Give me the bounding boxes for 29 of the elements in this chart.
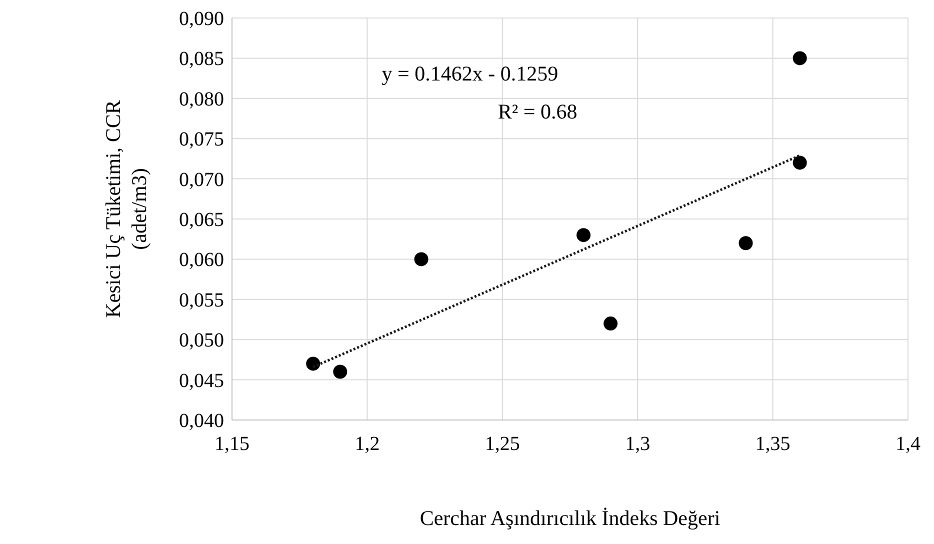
y-tick-label: 0,085 <box>179 48 224 70</box>
point <box>414 252 428 266</box>
y-tick-label: 0,090 <box>179 8 224 30</box>
point <box>333 364 348 379</box>
x-tick-label: 1,4 <box>896 433 920 455</box>
x-tick-label: 1,15 <box>214 433 250 455</box>
point <box>738 236 753 250</box>
y-tick-label: 0,075 <box>179 128 224 151</box>
x-axis-title: Cerchar Aşındırıcılık İndeks Değeri <box>420 506 720 530</box>
x-tick-label: 1,25 <box>484 433 520 455</box>
point <box>576 228 591 242</box>
point <box>792 51 807 66</box>
y-tick-label: 0,040 <box>179 410 224 432</box>
y-tick-label: 0,055 <box>179 289 224 312</box>
point <box>604 316 618 331</box>
y-tick-label: 0,080 <box>179 88 224 110</box>
point <box>792 156 807 170</box>
x-tick-label: 1,3 <box>625 433 650 455</box>
y-tick-label: 0,045 <box>179 370 224 392</box>
y-tick-label: 0,060 <box>179 249 224 272</box>
y-axis-title: Kesici Uç Tüketimi, CCR (adet/m3) <box>101 100 151 318</box>
y-tick-label: 0,065 <box>179 209 224 231</box>
annotation: y = 0.1462x - 0.1259 <box>382 62 558 86</box>
y-tick-label: 0,070 <box>179 168 224 191</box>
x-tick-label: 1,35 <box>755 433 790 455</box>
x-tick-label: 1,2 <box>354 433 380 455</box>
annotation: R² = 0.68 <box>498 100 578 124</box>
y-tick-label: 0,050 <box>179 330 224 352</box>
point <box>306 356 320 371</box>
